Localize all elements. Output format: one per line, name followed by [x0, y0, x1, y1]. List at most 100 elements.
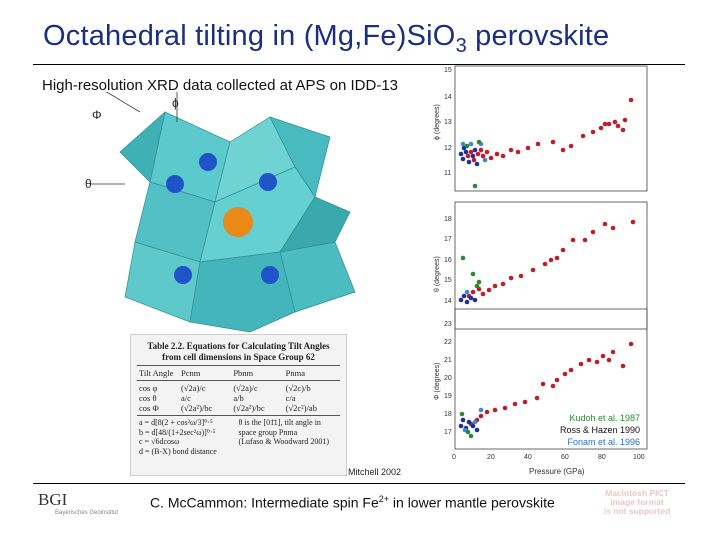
ylabel-theta: θ (degrees) — [434, 256, 441, 292]
data-point-red — [554, 377, 560, 383]
legend-item: Fonam et al. 1996 — [567, 437, 641, 447]
data-point-blue — [460, 417, 466, 423]
phi-small-label: ϕ — [172, 96, 179, 110]
data-point-red — [554, 255, 560, 261]
data-point-lightblue — [482, 157, 488, 163]
data-point-red — [602, 121, 608, 127]
data-point-red — [568, 143, 574, 149]
data-point-red — [512, 401, 518, 407]
data-point-blue — [468, 295, 474, 301]
bottom-divider — [33, 483, 685, 484]
data-point-red — [471, 157, 477, 163]
data-point-green — [470, 271, 476, 277]
data-point-red — [598, 125, 604, 131]
data-point-red — [622, 117, 628, 123]
data-point-blue — [470, 153, 476, 159]
data-point-red — [610, 225, 616, 231]
data-point-blue — [458, 151, 464, 157]
data-point-red — [620, 363, 626, 369]
xtick-label: 0 — [452, 454, 456, 461]
data-point-lightblue — [478, 407, 484, 413]
data-point-blue — [466, 159, 472, 165]
data-point-green — [472, 183, 478, 189]
legend-item: Kudoh et al. 1987 — [569, 413, 641, 423]
tick-label: 16 — [444, 257, 452, 264]
data-point-red — [492, 407, 498, 413]
data-point-blue — [472, 147, 478, 153]
table-note: b = d[48/(1+2sec²ω)]⁰·⁵ space group Pnma — [139, 427, 298, 437]
data-point-blue — [463, 149, 469, 155]
data-point-red — [560, 147, 566, 153]
xtick-label: 80 — [598, 454, 606, 461]
data-point-lightblue — [460, 141, 466, 147]
perovskite-structure-image: ϕ Φ θ — [85, 92, 356, 333]
table-row: cos Φ (√2a²)/bc (√2a²)/bc (√2c²)/ab — [139, 403, 317, 413]
theta-label: θ — [85, 177, 92, 191]
data-point-red — [515, 149, 521, 155]
data-point-red — [480, 291, 486, 297]
data-point-red — [540, 381, 546, 387]
data-point-green — [464, 143, 470, 149]
data-point-red — [628, 97, 634, 103]
footer-caption: C. McCammon: Intermediate spin Fe2+ in l… — [150, 494, 555, 511]
tick-label: 11 — [444, 170, 451, 177]
data-point-red — [475, 151, 481, 157]
tick-label: 14 — [444, 94, 452, 101]
data-point-red — [484, 409, 490, 415]
data-point-red — [530, 267, 536, 273]
data-point-red — [610, 349, 616, 355]
data-point-red — [590, 129, 596, 135]
data-point-red — [606, 121, 612, 127]
tick-label: 22 — [444, 339, 452, 346]
tick-label: 18 — [444, 411, 452, 418]
data-point-red — [522, 399, 528, 405]
data-point-red — [560, 247, 566, 253]
phi-label: Φ — [92, 108, 102, 122]
data-point-red — [478, 413, 484, 419]
data-point-red — [478, 147, 484, 153]
data-point-red — [542, 261, 548, 267]
data-point-red — [502, 405, 508, 411]
data-point-red — [470, 289, 476, 295]
data-point-red — [492, 283, 498, 289]
data-point-red — [570, 237, 576, 243]
tilt-angle-table: Table 2.2. Equations for Calculating Til… — [130, 334, 347, 476]
table-note: c = √6dcosω (Lufaso & Woodward 2001) — [139, 437, 330, 446]
xtick-label: 60 — [561, 454, 569, 461]
data-point-blue — [466, 419, 472, 425]
data-point-blue — [470, 423, 476, 429]
data-point-blue — [458, 297, 464, 303]
data-point-blue — [458, 423, 464, 429]
plot-legend: Kudoh et al. 1987 Ross & Hazen 1990 Fona… — [560, 412, 640, 448]
data-point-lightblue — [468, 141, 474, 147]
table-heading-1: Table 2.2. Equations for Calculating Til… — [147, 341, 330, 351]
data-point-green — [476, 139, 482, 145]
table-row: cos φ (√2a)/c (√2a)/c (√2c)/b — [139, 383, 311, 393]
data-point-blue — [461, 293, 467, 299]
top-divider — [33, 64, 685, 65]
data-point-red — [615, 123, 621, 129]
data-point-green — [465, 429, 471, 435]
ylabel-phi: ϕ (degrees) — [434, 104, 441, 140]
subtitle: High-resolution XRD data collected at AP… — [42, 77, 399, 94]
data-point-red — [484, 149, 490, 155]
data-point-red — [568, 367, 574, 373]
data-point-blue — [474, 161, 480, 167]
data-point-blue — [460, 156, 466, 162]
data-point-red — [468, 149, 474, 155]
tick-label: 12 — [444, 145, 452, 152]
data-point-lightblue — [472, 419, 478, 425]
tick-label: 19 — [444, 393, 452, 400]
table-row: cos θ a/c a/b c/a — [139, 393, 296, 403]
tick-label: 15 — [444, 277, 452, 284]
tick-label: 14 — [444, 298, 452, 305]
data-point-red — [548, 257, 554, 263]
data-point-red — [586, 357, 592, 363]
data-point-red — [535, 141, 541, 147]
data-point-red — [518, 273, 524, 279]
table-note: a = d[8(2 + cos²ω/3]⁰·⁵ θ is the [01̄1], … — [139, 418, 321, 427]
table-header-row: Tilt Angle Pcnm Pbnm Pnma — [139, 368, 306, 378]
data-point-red — [606, 357, 612, 363]
data-point-red — [465, 153, 471, 159]
tick-label: 17 — [444, 236, 452, 243]
